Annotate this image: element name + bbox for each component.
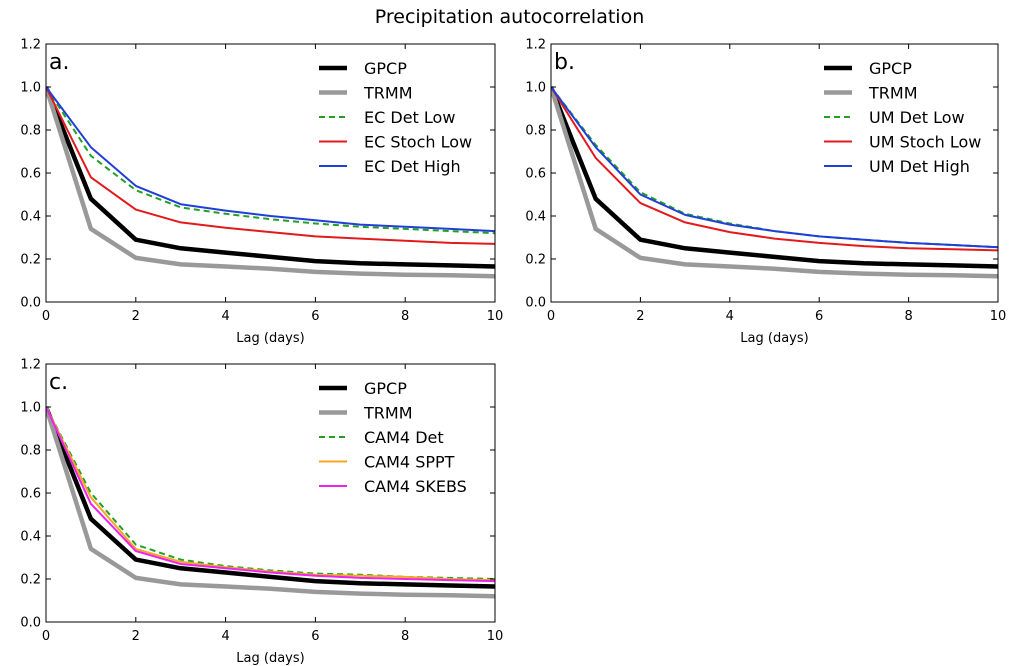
legend-label: EC Det High — [364, 157, 461, 176]
x-tick-label: 0 — [42, 309, 50, 324]
series-line-gpcp — [46, 86, 495, 269]
series-lines — [46, 86, 495, 279]
legend-label: TRMM — [868, 84, 918, 103]
y-tick-label: 0.6 — [20, 487, 41, 502]
legend-label: TRMM — [363, 84, 413, 103]
x-tick-label: 2 — [636, 309, 644, 324]
y-tick-label: 0.2 — [525, 253, 546, 268]
legend: GPCP TRMM CAM4 Det CAM4 SPPT CAM4 SKEBS — [319, 379, 467, 496]
x-tick-label: 4 — [221, 629, 229, 644]
legend-label: UM Det Low — [869, 108, 965, 127]
legend-label: GPCP — [364, 379, 407, 398]
series-line-gpcp — [46, 406, 495, 589]
x-axis-label: Lag (days) — [740, 331, 808, 346]
x-tick-label: 8 — [401, 309, 409, 324]
x-tick-label: 4 — [221, 309, 229, 324]
legend-label: EC Det Low — [364, 108, 455, 127]
x-tick-label: 10 — [990, 309, 1007, 324]
legend-label: UM Det High — [869, 157, 970, 176]
y-tick-label: 1.0 — [525, 81, 546, 96]
x-axis-label: Lag (days) — [236, 651, 304, 666]
series-line-ec-stoch-low — [46, 86, 495, 245]
y-tick-label: 0.0 — [20, 296, 41, 311]
y-tick-label: 0.6 — [20, 167, 41, 182]
panel-label: b. — [554, 50, 575, 75]
chart-panel-1: 0 2 4 6 8 10 0.0 0.2 0.4 0.6 0.8 1.0 1.2 Lag (days) a.… — [20, 38, 503, 347]
panel-label: a. — [49, 50, 69, 75]
series-line-trmm — [551, 86, 998, 279]
y-tick-label: 0.8 — [20, 124, 41, 139]
y-tick-label: 0.4 — [20, 530, 41, 545]
legend-label: EC Stoch Low — [364, 133, 472, 152]
y-tick-label: 0.0 — [20, 616, 41, 631]
series-lines — [46, 406, 495, 599]
y-tick-label: 0.4 — [525, 210, 546, 225]
x-tick-label: 0 — [547, 309, 555, 324]
x-tick-label: 0 — [42, 629, 50, 644]
legend-label: CAM4 Det — [364, 428, 444, 447]
x-tick-label: 10 — [487, 629, 504, 644]
series-line-um-det-high — [551, 86, 998, 249]
legend: GPCP TRMM EC Det Low EC Stoch Low EC Det Hig… — [319, 59, 472, 176]
y-tick-label: 0.4 — [20, 210, 41, 225]
legend-label: TRMM — [363, 404, 413, 423]
series-line-cam4-skebs — [46, 406, 495, 583]
y-tick-label: 1.2 — [20, 358, 41, 373]
x-tick-label: 6 — [311, 309, 319, 324]
x-tick-label: 8 — [401, 629, 409, 644]
x-tick-label: 8 — [904, 309, 912, 324]
series-line-trmm — [46, 406, 495, 599]
chart-panel-3: 0 2 4 6 8 10 0.0 0.2 0.4 0.6 0.8 1.0 1.2 Lag (days) c.… — [20, 358, 503, 666]
series-lines — [551, 86, 998, 279]
y-tick-label: 0.0 — [525, 296, 546, 311]
legend: GPCP TRMM UM Det Low UM Stoch Low UM Det Hig… — [824, 59, 981, 176]
chart-panel-2: 0 2 4 6 8 10 0.0 0.2 0.4 0.6 0.8 1.0 1.2 Lag (days) b.… — [525, 38, 1006, 347]
legend-label: CAM4 SPPT — [364, 453, 455, 472]
y-tick-label: 1.0 — [20, 401, 41, 416]
series-line-trmm — [46, 86, 495, 279]
x-tick-label: 2 — [132, 629, 140, 644]
x-tick-label: 6 — [815, 309, 823, 324]
figure-title: Precipitation autocorrelation — [374, 6, 645, 28]
legend-label: UM Stoch Low — [869, 133, 981, 152]
x-tick-label: 2 — [132, 309, 140, 324]
y-tick-label: 0.2 — [20, 573, 41, 588]
y-tick-label: 0.6 — [525, 167, 546, 182]
x-tick-label: 10 — [487, 309, 504, 324]
panel-label: c. — [49, 370, 68, 395]
y-tick-label: 0.8 — [20, 444, 41, 459]
x-tick-label: 4 — [726, 309, 734, 324]
y-tick-label: 1.2 — [525, 38, 546, 53]
y-tick-label: 0.8 — [525, 124, 546, 139]
y-tick-label: 1.0 — [20, 81, 41, 96]
x-tick-label: 6 — [311, 629, 319, 644]
y-tick-label: 0.2 — [20, 253, 41, 268]
x-axis-label: Lag (days) — [236, 331, 304, 346]
legend-label: GPCP — [364, 59, 407, 78]
y-tick-label: 1.2 — [20, 38, 41, 53]
series-line-um-stoch-low — [551, 86, 998, 252]
legend-label: GPCP — [869, 59, 912, 78]
series-line-gpcp — [551, 86, 998, 269]
series-line-ec-det-high — [46, 86, 495, 233]
legend-label: CAM4 SKEBS — [364, 477, 467, 496]
